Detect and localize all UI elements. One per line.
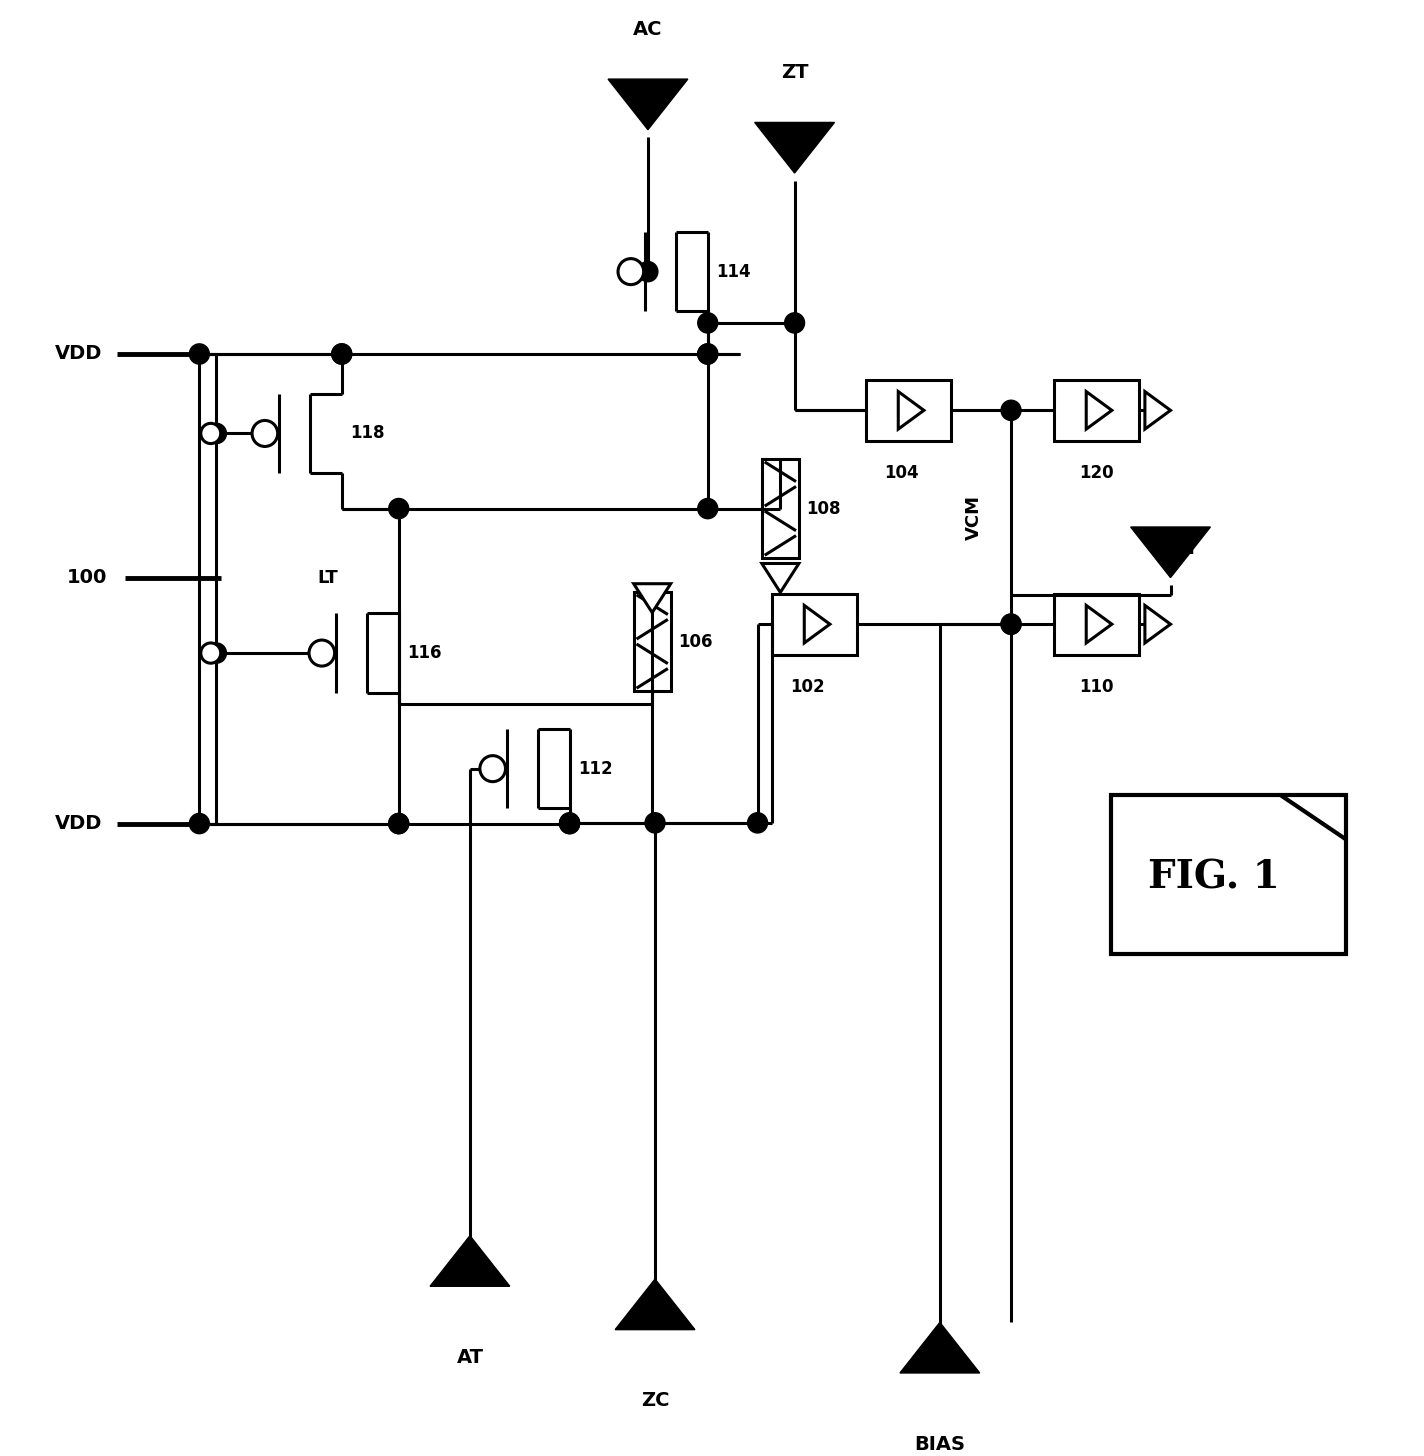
Text: 118: 118 [350,425,384,443]
Circle shape [332,344,352,364]
Text: VDD: VDD [56,814,103,833]
Text: LT: LT [318,569,337,587]
Circle shape [785,313,805,333]
Polygon shape [430,1236,510,1286]
Circle shape [189,814,209,834]
Polygon shape [615,1278,695,1329]
Polygon shape [1131,527,1210,578]
Circle shape [698,313,718,333]
Text: 100: 100 [67,568,107,587]
Text: 102: 102 [790,677,824,696]
Circle shape [638,262,658,282]
Bar [762,460,799,558]
Circle shape [698,498,718,518]
Text: ZC: ZC [641,1392,669,1411]
Circle shape [698,344,718,364]
Text: LT: LT [1178,540,1199,558]
Circle shape [1001,614,1021,635]
Circle shape [309,641,335,665]
Circle shape [1001,614,1021,635]
Circle shape [252,421,278,447]
Circle shape [560,812,580,833]
Circle shape [389,814,409,834]
Circle shape [389,498,409,518]
Polygon shape [1087,606,1112,644]
Text: 116: 116 [407,644,441,662]
Polygon shape [900,1322,980,1373]
Circle shape [189,344,209,364]
Text: 112: 112 [578,760,612,778]
Polygon shape [755,122,834,173]
Circle shape [389,814,409,834]
Text: FIG. 1: FIG. 1 [1148,858,1280,897]
Circle shape [698,344,718,364]
Circle shape [201,424,221,444]
Bar [634,593,671,690]
Text: ZT: ZT [780,64,809,83]
Circle shape [206,644,226,662]
Text: AC: AC [634,20,662,39]
Polygon shape [1145,392,1171,430]
Circle shape [748,812,768,833]
Bar [1054,380,1139,441]
Text: 110: 110 [1079,677,1114,696]
Circle shape [201,644,221,662]
Text: 120: 120 [1079,464,1114,482]
Circle shape [206,424,226,444]
Text: 104: 104 [884,464,918,482]
Bar [772,594,857,655]
Bar [866,380,951,441]
Circle shape [332,344,352,364]
Polygon shape [762,563,799,593]
Text: VCM: VCM [964,495,983,540]
Polygon shape [1087,392,1112,430]
Circle shape [618,259,644,284]
Circle shape [1001,400,1021,421]
Polygon shape [634,584,671,613]
Text: AT: AT [457,1348,483,1367]
Text: 114: 114 [716,262,750,281]
Circle shape [560,814,580,834]
Text: VDD: VDD [56,345,103,364]
Text: 108: 108 [806,499,840,517]
Text: BIAS: BIAS [914,1434,965,1453]
Bar [1111,795,1346,954]
Polygon shape [1145,606,1171,644]
Circle shape [480,756,506,782]
Polygon shape [608,79,688,130]
Polygon shape [805,606,830,644]
Circle shape [645,812,665,833]
Bar [1054,594,1139,655]
Circle shape [560,814,580,834]
Text: 106: 106 [678,632,712,651]
Polygon shape [899,392,924,430]
